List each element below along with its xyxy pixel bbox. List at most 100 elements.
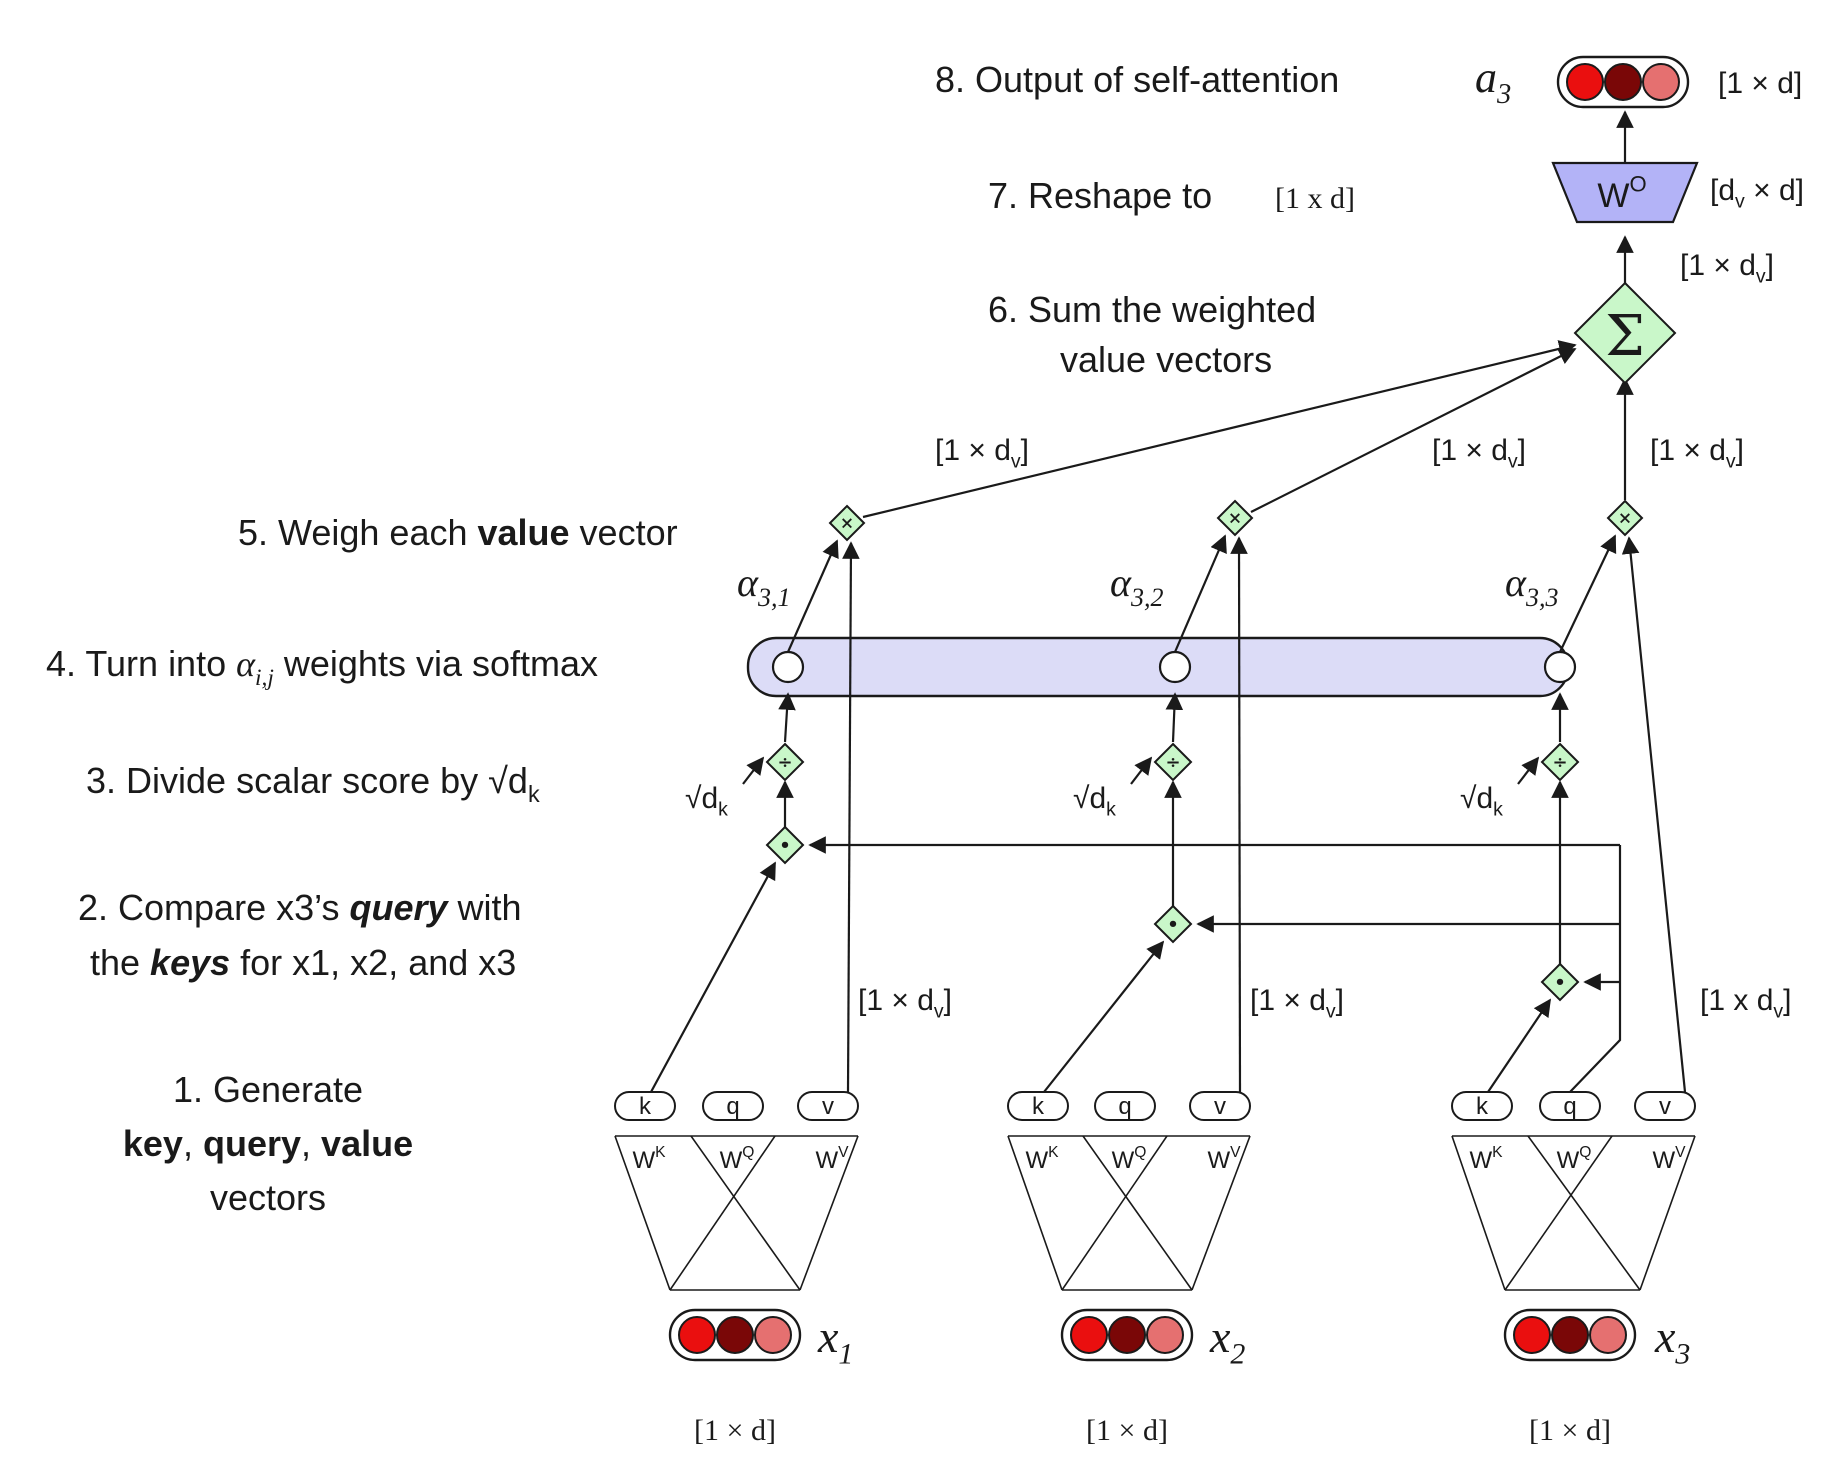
multiply-op-1-symbol: × xyxy=(840,514,854,534)
sqrt-dk-label-part: √d xyxy=(685,782,718,815)
w-q-label-part: W xyxy=(720,1147,743,1174)
sqrt-dk-label: √dk xyxy=(1460,782,1503,821)
alpha-label-1-part: 3,1 xyxy=(757,583,791,612)
w-box-edge xyxy=(614,1135,671,1291)
step-3-label-part: k xyxy=(528,781,540,807)
sqrt-dk-label-part: k xyxy=(1493,799,1503,821)
step-5-label: 5. Weigh each value vector xyxy=(238,512,678,553)
w-box-edge xyxy=(1061,1135,1168,1291)
sqrt-dk-label-part: √d xyxy=(1073,782,1106,815)
sum-out-dim-part: [1 × d xyxy=(1680,249,1756,282)
step-6-label-line2: value vectors xyxy=(1060,339,1272,380)
w-k-label-part: W xyxy=(632,1147,655,1174)
step-1-label-line2: key, query, value xyxy=(123,1123,413,1164)
wo-matrix xyxy=(1551,161,1699,224)
weighted-dim-2-part: [1 × d xyxy=(1432,434,1508,467)
w-v-label-part: W xyxy=(1652,1147,1675,1174)
sqrt-dk-label: √dk xyxy=(685,782,728,821)
output-label: a3 xyxy=(1475,53,1511,110)
input-label-x3-part: x xyxy=(1654,1311,1676,1362)
key-pill-label: k xyxy=(639,1093,652,1120)
value-to-multiply xyxy=(842,541,860,1093)
step-7-label: 7. Reshape to xyxy=(988,175,1212,216)
w-v-label-part: V xyxy=(1675,1144,1686,1161)
w-box-edge xyxy=(669,1135,776,1291)
output-label-part: 3 xyxy=(1496,79,1511,110)
step-2-label-line1: 2. Compare x3’s query with xyxy=(78,887,522,928)
weighted-dim-3-part: v xyxy=(1726,451,1736,473)
w-k-label-part: K xyxy=(655,1144,666,1161)
input-vector-x1-component xyxy=(678,1316,716,1354)
w-v-label: WV xyxy=(1652,1144,1686,1174)
input-vector-x1-component xyxy=(754,1316,792,1354)
alpha-to-multiply xyxy=(1173,534,1227,653)
value-dim-3-part: v xyxy=(1773,1001,1783,1023)
w-k-label: WK xyxy=(1469,1144,1503,1174)
w-q-label: WQ xyxy=(720,1144,755,1174)
step-3-label: 3. Divide scalar score by √dk xyxy=(86,760,540,807)
step-4-label-part: α xyxy=(236,644,256,684)
key-pill-label: k xyxy=(1476,1093,1489,1120)
multiply-op-3-symbol: × xyxy=(1618,509,1632,529)
output-vector-component xyxy=(1566,63,1604,101)
weighted-dim-2-part: v xyxy=(1508,451,1518,473)
step-2-label-line2-part: the xyxy=(90,942,150,983)
input-vector-x3-component xyxy=(1551,1316,1589,1354)
value-dim-3-part: ] xyxy=(1783,984,1791,1017)
input-vector-x2-component xyxy=(1108,1316,1146,1354)
alpha-label-2-part: 3,2 xyxy=(1130,583,1164,612)
multiply-op-3 xyxy=(1606,499,1644,537)
step-1-label-line1: 1. Generate xyxy=(173,1069,363,1110)
wo-label-part: W xyxy=(1597,177,1629,215)
w-q-label-part: W xyxy=(1557,1147,1580,1174)
query-pill xyxy=(1094,1091,1156,1121)
alpha-label-2-part: α xyxy=(1110,560,1132,605)
input-dim: [1 × d] xyxy=(694,1414,776,1447)
query-pill-label: q xyxy=(1563,1093,1576,1120)
query3-bus xyxy=(1569,845,1622,1093)
alpha-label-3-part: 3,3 xyxy=(1525,583,1559,612)
w-k-label-part: W xyxy=(1469,1147,1492,1174)
dot-product-3-symbol: • xyxy=(1554,972,1566,993)
divide-op-1-symbol: ÷ xyxy=(777,752,792,773)
w-k-label-part: K xyxy=(1048,1144,1059,1161)
w-q-label: WQ xyxy=(1112,1144,1147,1174)
step-5-label-part: 5. Weigh each xyxy=(238,512,477,553)
sqrt-dk-label-part: k xyxy=(718,799,728,821)
output-vector-component xyxy=(1604,63,1642,101)
w-box-edge xyxy=(1007,1135,1063,1291)
alpha-label-2: α3,2 xyxy=(1110,560,1164,612)
w-v-label-part: V xyxy=(838,1144,849,1161)
divide-to-softmax xyxy=(778,692,796,743)
wo-dim-part: × d] xyxy=(1745,174,1804,207)
w-v-label: WV xyxy=(815,1144,849,1174)
weighted-dim-3: [1 × dv] xyxy=(1650,434,1744,473)
dot-product-2 xyxy=(1153,904,1193,944)
step-5-label-part: value xyxy=(477,512,569,553)
value-pill-label: v xyxy=(822,1093,834,1120)
w-q-label-part: Q xyxy=(1134,1144,1146,1161)
alpha-to-multiply xyxy=(1559,534,1617,653)
w-q-label-part: W xyxy=(1112,1147,1135,1174)
weighted-dim-2: [1 × dv] xyxy=(1432,434,1526,473)
divide-to-softmax xyxy=(1165,692,1184,743)
w-box-edge xyxy=(1082,1135,1193,1291)
multiply-to-sum xyxy=(1250,348,1577,513)
step-1-label-line2-part: value xyxy=(321,1123,413,1164)
input-vector-x3-component xyxy=(1513,1316,1551,1354)
input-label-x1-part: x xyxy=(817,1311,839,1362)
step-1-label-line3: vectors xyxy=(210,1177,326,1218)
key-pill xyxy=(1451,1091,1513,1121)
softmax-node-2 xyxy=(1158,650,1192,684)
w-k-label: WK xyxy=(632,1144,666,1174)
dot-product-2-symbol: • xyxy=(1167,914,1179,935)
multiply-op-2 xyxy=(1216,499,1254,537)
weighted-dim-1-part: [1 × d xyxy=(935,434,1011,467)
value-dim-2-part: ] xyxy=(1336,984,1344,1017)
multiply-op-2-symbol: × xyxy=(1228,509,1242,529)
softmax-node-1 xyxy=(771,650,805,684)
w-box-edge xyxy=(1504,1135,1613,1291)
step-3-label-part: √d xyxy=(488,760,528,801)
step-1-label-line2-part: query xyxy=(203,1123,301,1164)
output-dim-part: [1 × d] xyxy=(1718,67,1802,100)
